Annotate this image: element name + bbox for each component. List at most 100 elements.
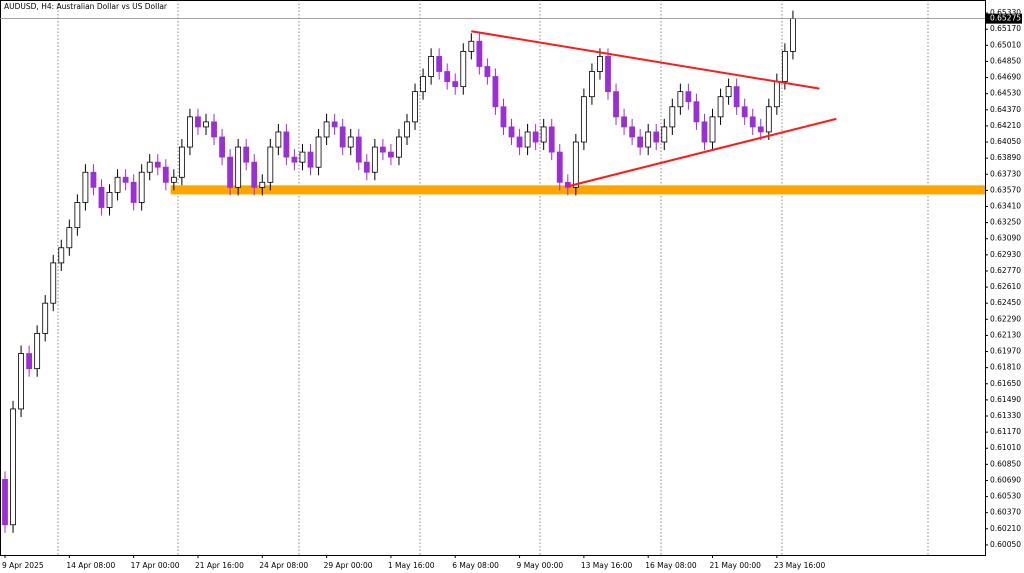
- candle-body: [2, 479, 8, 526]
- y-tick-label: 0.63410: [990, 201, 1021, 210]
- candle-body: [781, 50, 788, 82]
- candle-body: [773, 81, 780, 108]
- candle-body: [355, 136, 362, 163]
- y-tick-label: 0.61010: [990, 443, 1021, 452]
- candle-body: [18, 353, 24, 410]
- candle-body: [259, 181, 266, 188]
- y-tick-label: 0.65170: [990, 24, 1021, 33]
- candle-body: [765, 106, 772, 133]
- y-tick-label: 0.62610: [990, 282, 1021, 291]
- y-tick-label: 0.61970: [990, 347, 1021, 356]
- y-tick-label: 0.61810: [990, 363, 1021, 372]
- y-tick-label: 0.63570: [990, 185, 1021, 194]
- candle-body: [267, 146, 274, 183]
- candle-body: [661, 126, 668, 143]
- candle-body: [371, 146, 378, 173]
- y-tick-label: 0.63730: [990, 169, 1021, 178]
- y-tick-label: 0.61490: [990, 395, 1021, 404]
- x-tick-label: 23 May 16:00: [774, 561, 826, 570]
- candle-body: [227, 156, 234, 188]
- x-tick-label: 17 Apr 00:00: [131, 561, 180, 570]
- candle-body: [540, 126, 547, 143]
- candle-body: [436, 56, 443, 72]
- x-tick-label: 21 May 00:00: [710, 561, 762, 570]
- y-tick-label: 0.62130: [990, 330, 1021, 339]
- candle-body: [580, 96, 587, 143]
- y-tick-label: 0.64370: [990, 105, 1021, 114]
- candle-body: [363, 161, 370, 173]
- candle-body: [420, 76, 426, 93]
- candle-body: [669, 106, 676, 128]
- candle-body: [98, 186, 105, 208]
- candle-body: [741, 106, 748, 118]
- candle-body: [613, 91, 619, 118]
- candle-body: [82, 171, 89, 203]
- candle-body: [203, 121, 209, 128]
- y-tick-label: 0.62450: [990, 298, 1021, 307]
- candle-body: [331, 121, 338, 128]
- x-tick-label: 9 Apr 2025: [2, 561, 44, 570]
- trendline: [567, 117, 837, 188]
- x-tick-label: 29 Apr 00:00: [324, 561, 373, 570]
- candle-body: [508, 126, 515, 138]
- candle-body: [572, 141, 579, 188]
- candle-body: [106, 191, 113, 208]
- x-tick-label: 1 May 16:00: [388, 561, 435, 570]
- candle-body: [452, 81, 459, 88]
- y-tick-label: 0.61650: [990, 379, 1021, 388]
- candle-body: [50, 262, 57, 304]
- candle-body: [444, 71, 451, 82]
- candle-body: [404, 121, 410, 138]
- x-tick-label: 21 Apr 16:00: [195, 561, 244, 570]
- candle-body: [26, 353, 33, 370]
- candle-body: [170, 176, 177, 183]
- y-tick-label: 0.60850: [990, 459, 1021, 468]
- y-tick-label: 0.61330: [990, 411, 1021, 420]
- candle-body: [484, 66, 491, 77]
- candle-body: [621, 116, 627, 128]
- candle-body: [251, 161, 258, 188]
- y-tick-label: 0.64850: [990, 56, 1021, 65]
- candle-body: [307, 151, 314, 168]
- support-zone: [170, 185, 985, 195]
- candle-body: [347, 136, 354, 148]
- price-label-box: [986, 13, 1022, 24]
- y-tick-label: 0.65010: [990, 40, 1021, 49]
- candle-body: [187, 116, 193, 148]
- candle-body: [428, 56, 435, 77]
- candle-body: [492, 76, 499, 108]
- candle-body: [154, 161, 161, 168]
- y-tick-label: 0.60530: [990, 492, 1021, 501]
- candle-body: [460, 50, 467, 88]
- candle-body: [291, 156, 298, 163]
- candle-body: [275, 131, 282, 148]
- x-tick-label: 13 May 16:00: [581, 561, 633, 570]
- candle-body: [685, 91, 692, 103]
- candle-body: [597, 56, 603, 72]
- candle-body: [388, 151, 394, 158]
- candle-body: [629, 126, 636, 138]
- candle-body: [323, 121, 330, 138]
- candle-body: [468, 40, 475, 52]
- candle-body: [532, 131, 539, 143]
- trendline: [471, 30, 820, 90]
- candle-body: [548, 126, 555, 153]
- candle-body: [677, 91, 684, 108]
- x-tick-label: 16 May 08:00: [645, 561, 697, 570]
- candle-body: [299, 151, 306, 163]
- candle-body: [757, 126, 764, 133]
- y-tick-label: 0.63890: [990, 153, 1021, 162]
- x-tick-label: 6 May 08:00: [452, 561, 499, 570]
- candle-body: [315, 136, 322, 168]
- candle-body: [90, 171, 97, 188]
- candle-body: [637, 136, 644, 148]
- candle-body: [701, 121, 708, 143]
- candle-body: [66, 227, 73, 249]
- x-tick-label: 24 Apr 08:00: [259, 561, 308, 570]
- y-tick-label: 0.64690: [990, 73, 1021, 82]
- y-tick-label: 0.62930: [990, 250, 1021, 259]
- candle-body: [749, 116, 756, 128]
- candle-body: [379, 146, 386, 153]
- y-tick-label: 0.60370: [990, 508, 1021, 517]
